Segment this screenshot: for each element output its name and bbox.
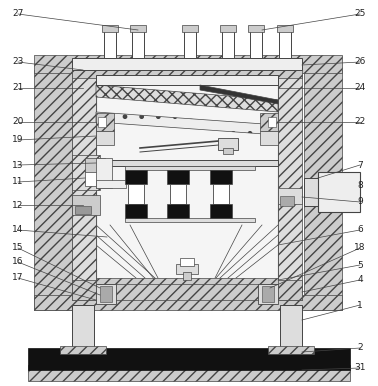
Text: 20: 20 (12, 117, 24, 127)
Bar (104, 30, 116, 58)
Bar (278, 75, 302, 300)
Bar (167, 170, 189, 184)
Text: 6: 6 (357, 225, 363, 235)
Bar (96, 158, 112, 188)
Bar (222, 30, 234, 58)
Bar (98, 117, 106, 127)
Bar (28, 348, 350, 370)
Text: 17: 17 (12, 274, 24, 283)
Text: 19: 19 (12, 135, 24, 144)
Bar (28, 365, 350, 381)
Bar (176, 264, 198, 274)
Bar (167, 204, 189, 218)
Bar (72, 280, 302, 300)
Bar (72, 58, 302, 70)
Bar (85, 170, 109, 186)
Bar (260, 113, 278, 131)
Bar (96, 113, 114, 131)
Text: 31: 31 (354, 364, 366, 372)
Text: 9: 9 (357, 198, 363, 207)
Text: 21: 21 (12, 83, 24, 93)
Text: 11: 11 (12, 178, 24, 186)
Text: 18: 18 (354, 244, 366, 252)
Bar (125, 170, 147, 184)
Bar (60, 346, 106, 354)
Text: 16: 16 (12, 257, 24, 266)
Bar (280, 305, 302, 353)
Bar (280, 196, 294, 206)
Bar (96, 284, 116, 304)
Bar (72, 75, 96, 300)
Text: 12: 12 (12, 200, 24, 210)
Bar (258, 284, 278, 304)
Polygon shape (96, 112, 278, 135)
Bar (213, 184, 229, 204)
Bar (218, 138, 238, 150)
Bar (96, 180, 126, 188)
Bar (96, 278, 278, 284)
Bar (75, 206, 91, 214)
Bar (262, 286, 274, 302)
Polygon shape (200, 85, 278, 104)
Bar (170, 184, 186, 204)
Polygon shape (96, 85, 278, 112)
Bar (102, 25, 118, 32)
Bar (96, 75, 278, 85)
Bar (125, 166, 255, 170)
Bar (34, 70, 72, 310)
Bar (85, 158, 105, 172)
Text: 8: 8 (357, 181, 363, 190)
Text: 24: 24 (355, 83, 366, 93)
Bar (210, 170, 232, 184)
Bar (96, 75, 278, 300)
Bar (125, 218, 255, 222)
Text: 23: 23 (12, 58, 24, 66)
Bar (268, 346, 314, 354)
Bar (132, 30, 144, 58)
Bar (184, 30, 196, 58)
Bar (318, 172, 360, 212)
Bar (96, 131, 114, 145)
Bar (183, 272, 191, 280)
Bar (128, 184, 144, 204)
Bar (279, 30, 291, 58)
Text: 2: 2 (357, 344, 363, 352)
Bar (220, 25, 236, 32)
Bar (277, 25, 293, 32)
Text: 7: 7 (357, 161, 363, 169)
Text: 5: 5 (357, 261, 363, 269)
Bar (268, 117, 276, 127)
Text: 15: 15 (12, 244, 24, 252)
Bar (250, 30, 262, 58)
Bar (278, 188, 302, 204)
Bar (72, 305, 94, 353)
Text: 4: 4 (357, 276, 363, 284)
Text: 25: 25 (354, 10, 366, 19)
Bar (210, 204, 232, 218)
Text: 27: 27 (12, 10, 24, 19)
Text: 26: 26 (354, 58, 366, 66)
Bar (34, 295, 342, 310)
Bar (180, 258, 194, 266)
Bar (72, 68, 302, 78)
Bar (130, 25, 146, 32)
Bar (260, 131, 278, 145)
Bar (34, 55, 342, 73)
Text: 1: 1 (357, 300, 363, 310)
Text: 14: 14 (12, 225, 24, 235)
Bar (100, 286, 112, 302)
Bar (125, 204, 147, 218)
Bar (182, 25, 198, 32)
Bar (72, 155, 100, 190)
Bar (72, 195, 100, 215)
Bar (304, 178, 318, 206)
Bar (304, 70, 342, 310)
Text: 13: 13 (12, 161, 24, 169)
Bar (223, 148, 233, 154)
Bar (96, 160, 278, 166)
Text: 22: 22 (355, 117, 366, 127)
Bar (248, 25, 264, 32)
